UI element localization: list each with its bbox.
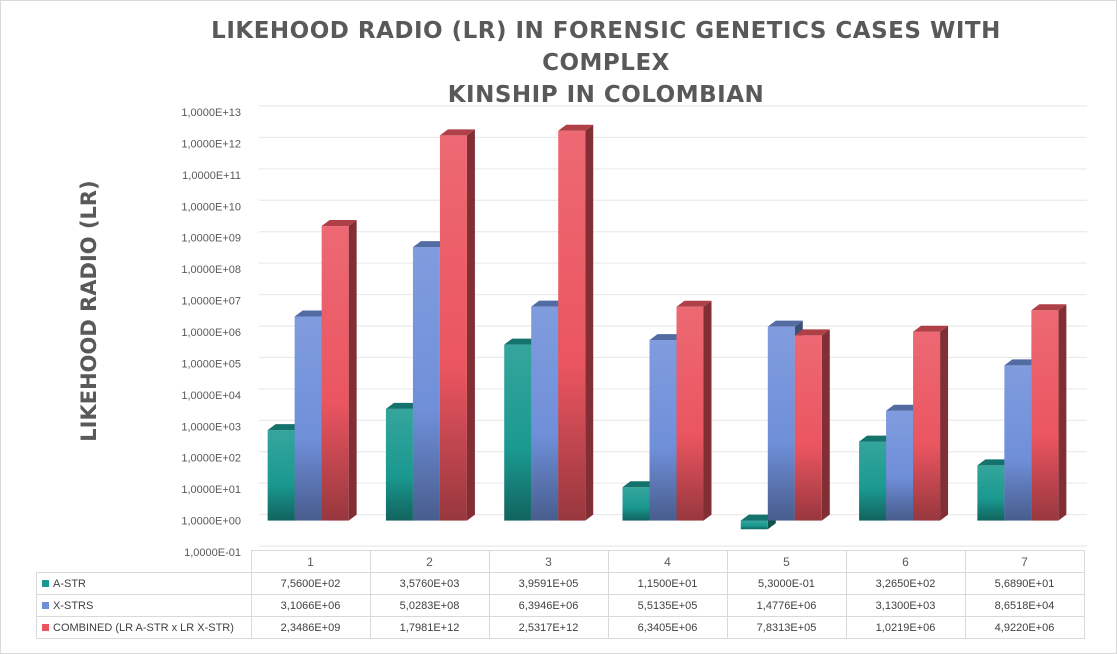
y-tick-label: 1,0000E+13 [181,107,241,119]
bars [267,124,1067,530]
y-tick-label: 1,0000E+01 [181,484,241,496]
table-category-header: 7 [964,550,1085,573]
table-category-header: 6 [845,550,966,573]
y-tick-label: 1,0000E+03 [181,421,241,433]
table-category-header: 3 [488,550,609,573]
table-cell: 7,8313E+05 [726,616,847,639]
table-row: A-STR 7,5600E+02 3,5760E+03 3,9591E+05 1,150… [36,572,1085,595]
y-tick-label: 1,0000E+08 [181,264,241,276]
table-corner [37,551,252,573]
legend-label: COMBINED (LR A-STR x LR X-STR) [53,621,234,634]
table-category-header: 1 [250,550,371,573]
bar-x-strs-case-7 [1004,359,1040,521]
legend-entry: X-STRS [36,594,252,617]
table-cell: 1,0219E+06 [845,616,966,639]
table-cell: 2,3486E+09 [250,616,371,639]
chart-title: LIKEHOOD RADIO (LR) IN FORENSIC GENETICS… [171,15,1041,111]
legend-label: X-STRS [53,599,94,612]
legend-label: A-STR [53,577,86,590]
table-cell: 4,9220E+06 [964,616,1085,639]
table-category-header: 4 [607,550,728,573]
table-cell: 5,5135E+05 [607,594,728,617]
table-cell: 1,4776E+06 [726,594,847,617]
table-cell: 3,5760E+03 [369,572,490,595]
chart-title-line-1: LIKEHOOD RADIO (LR) IN FORENSIC GENETICS… [211,18,1001,76]
bar-combined-lr-a-str-x-lr-x-str-case-3 [558,124,594,521]
legend-key-icon [42,602,49,610]
table-cell: 3,1300E+03 [845,594,966,617]
table-row: COMBINED (LR A-STR x LR X-STR) 2,3486E+09… [36,616,1085,639]
y-tick-label: 1,0000E+05 [181,358,241,370]
table-cell: 1,1500E+01 [607,572,728,595]
y-tick-label: 1,0000E-01 [184,547,241,559]
y-tick-label: 1,0000E+09 [181,233,241,245]
y-tick-label: 1,0000E+10 [181,201,241,213]
legend-key-icon [42,624,49,632]
bar-combined-lr-a-str-x-lr-x-str-case-7 [1031,304,1067,521]
y-tick-label: 1,0000E+12 [181,138,241,150]
y-tick-label: 1,0000E+02 [181,453,241,465]
bar-combined-lr-a-str-x-lr-x-str-case-4 [676,300,712,521]
bar-combined-lr-a-str-x-lr-x-str-case-1 [321,220,357,521]
bar-combined-lr-a-str-x-lr-x-str-case-2 [439,129,475,521]
y-axis-ticks: 1,0000E-01 1,0000E+00 1,0000E+01 1,0000E+02… [181,107,241,559]
table-cell: 2,5317E+12 [488,616,609,639]
table-category-header: 2 [369,550,490,573]
legend-key-icon [42,580,49,588]
y-tick-label: 1,0000E+06 [181,327,241,339]
table-cell: 7,5600E+02 [250,572,371,595]
table-cell: 5,0283E+08 [369,594,490,617]
table-cell: 3,2650E+02 [845,572,966,595]
legend-entry: A-STR [36,572,252,595]
table-cell: 1,7981E+12 [369,616,490,639]
table-cell: 6,3946E+06 [488,594,609,617]
table-row: X-STRS 3,1066E+06 5,0283E+08 6,3946E+06 5,51… [36,594,1085,617]
y-tick-label: 1,0000E+04 [181,390,241,402]
bar-combined-lr-a-str-x-lr-x-str-case-6 [913,325,949,521]
table-cell: 5,6890E+01 [964,572,1085,595]
legend-entry: COMBINED (LR A-STR x LR X-STR) [36,616,252,639]
table-cell: 3,1066E+06 [250,594,371,617]
table-cell: 3,9591E+05 [488,572,609,595]
y-tick-label: 1,0000E+07 [181,296,241,308]
table-cell: 6,3405E+06 [607,616,728,639]
table-category-header: 5 [726,550,847,573]
table-cell: 5,3000E-01 [726,572,847,595]
chart-title-line-2: KINSHIP IN COLOMBIAN [447,82,765,108]
y-tick-label: 1,0000E+11 [182,170,241,182]
table-cell: 8,6518E+04 [964,594,1085,617]
bar-combined-lr-a-str-x-lr-x-str-case-5 [794,329,830,521]
y-tick-label: 1,0000E+00 [181,516,241,528]
